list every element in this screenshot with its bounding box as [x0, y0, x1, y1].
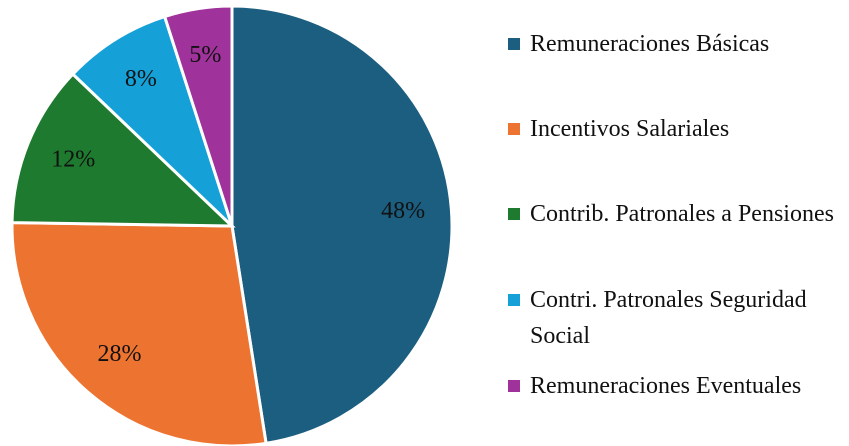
legend-swatch	[508, 38, 520, 50]
legend-item: Remuneraciones Básicas	[508, 26, 843, 62]
legend-swatch	[508, 208, 520, 220]
legend-item: Contrib. Patronales a Pensiones	[508, 196, 843, 232]
legend-swatch	[508, 294, 520, 306]
data-label: 28%	[97, 341, 141, 367]
data-label: 5%	[189, 42, 221, 68]
data-label: 12%	[51, 146, 95, 172]
legend-swatch	[508, 123, 520, 135]
legend-label: Incentivos Salariales	[530, 116, 730, 142]
pie-slice	[10, 221, 268, 446]
pie-slice	[162, 4, 234, 227]
legend-label: Remuneraciones Básicas	[530, 31, 770, 57]
pie-slice	[10, 71, 236, 228]
pie: 48% 28% 12% 8% 5%	[10, 4, 454, 446]
legend-item: Remuneraciones Eventuales	[508, 368, 843, 404]
legend-label: Contrib. Patronales a Pensiones	[530, 201, 834, 227]
legend-label: Contri. Patronales Seguridad Social	[530, 287, 807, 349]
legend-item: Incentivos Salariales	[508, 111, 843, 147]
pie-slice	[230, 4, 454, 446]
pie-slice	[70, 14, 234, 228]
data-label: 8%	[125, 66, 157, 92]
legend-label: Remuneraciones Eventuales	[530, 373, 802, 399]
legend-item: Contri. Patronales Seguridad Social	[508, 282, 843, 354]
data-label: 48%	[381, 198, 425, 224]
legend-swatch	[508, 380, 520, 392]
